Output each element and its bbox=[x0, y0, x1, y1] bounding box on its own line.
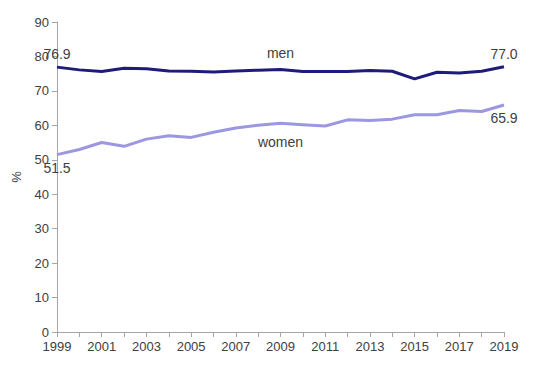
svg-text:2015: 2015 bbox=[400, 339, 429, 354]
svg-text:2019: 2019 bbox=[490, 339, 519, 354]
svg-text:men: men bbox=[267, 45, 294, 61]
svg-text:2017: 2017 bbox=[445, 339, 474, 354]
svg-text:40: 40 bbox=[35, 187, 49, 202]
svg-text:0: 0 bbox=[42, 325, 49, 340]
svg-text:%: % bbox=[9, 171, 24, 183]
svg-text:80: 80 bbox=[34, 48, 49, 64]
svg-text:2001: 2001 bbox=[87, 339, 116, 354]
svg-text:2009: 2009 bbox=[266, 339, 295, 354]
svg-text:2007: 2007 bbox=[221, 339, 250, 354]
svg-text:2013: 2013 bbox=[355, 339, 384, 354]
svg-text:women: women bbox=[257, 134, 303, 150]
svg-text:77.0: 77.0 bbox=[490, 46, 517, 62]
svg-text:10: 10 bbox=[35, 290, 49, 305]
svg-text:20: 20 bbox=[35, 256, 49, 271]
svg-text:60: 60 bbox=[35, 118, 49, 133]
svg-text:2005: 2005 bbox=[177, 339, 206, 354]
svg-text:50: 50 bbox=[34, 152, 49, 168]
svg-text:51.5: 51.5 bbox=[43, 160, 70, 176]
svg-text:2003: 2003 bbox=[132, 339, 161, 354]
svg-text:65.9: 65.9 bbox=[490, 110, 517, 126]
svg-text:90: 90 bbox=[35, 15, 49, 30]
svg-text:2011: 2011 bbox=[311, 339, 339, 354]
svg-text:76.9: 76.9 bbox=[43, 46, 70, 62]
svg-text:70: 70 bbox=[35, 83, 49, 98]
svg-text:30: 30 bbox=[35, 221, 49, 236]
svg-text:1999: 1999 bbox=[43, 339, 72, 354]
